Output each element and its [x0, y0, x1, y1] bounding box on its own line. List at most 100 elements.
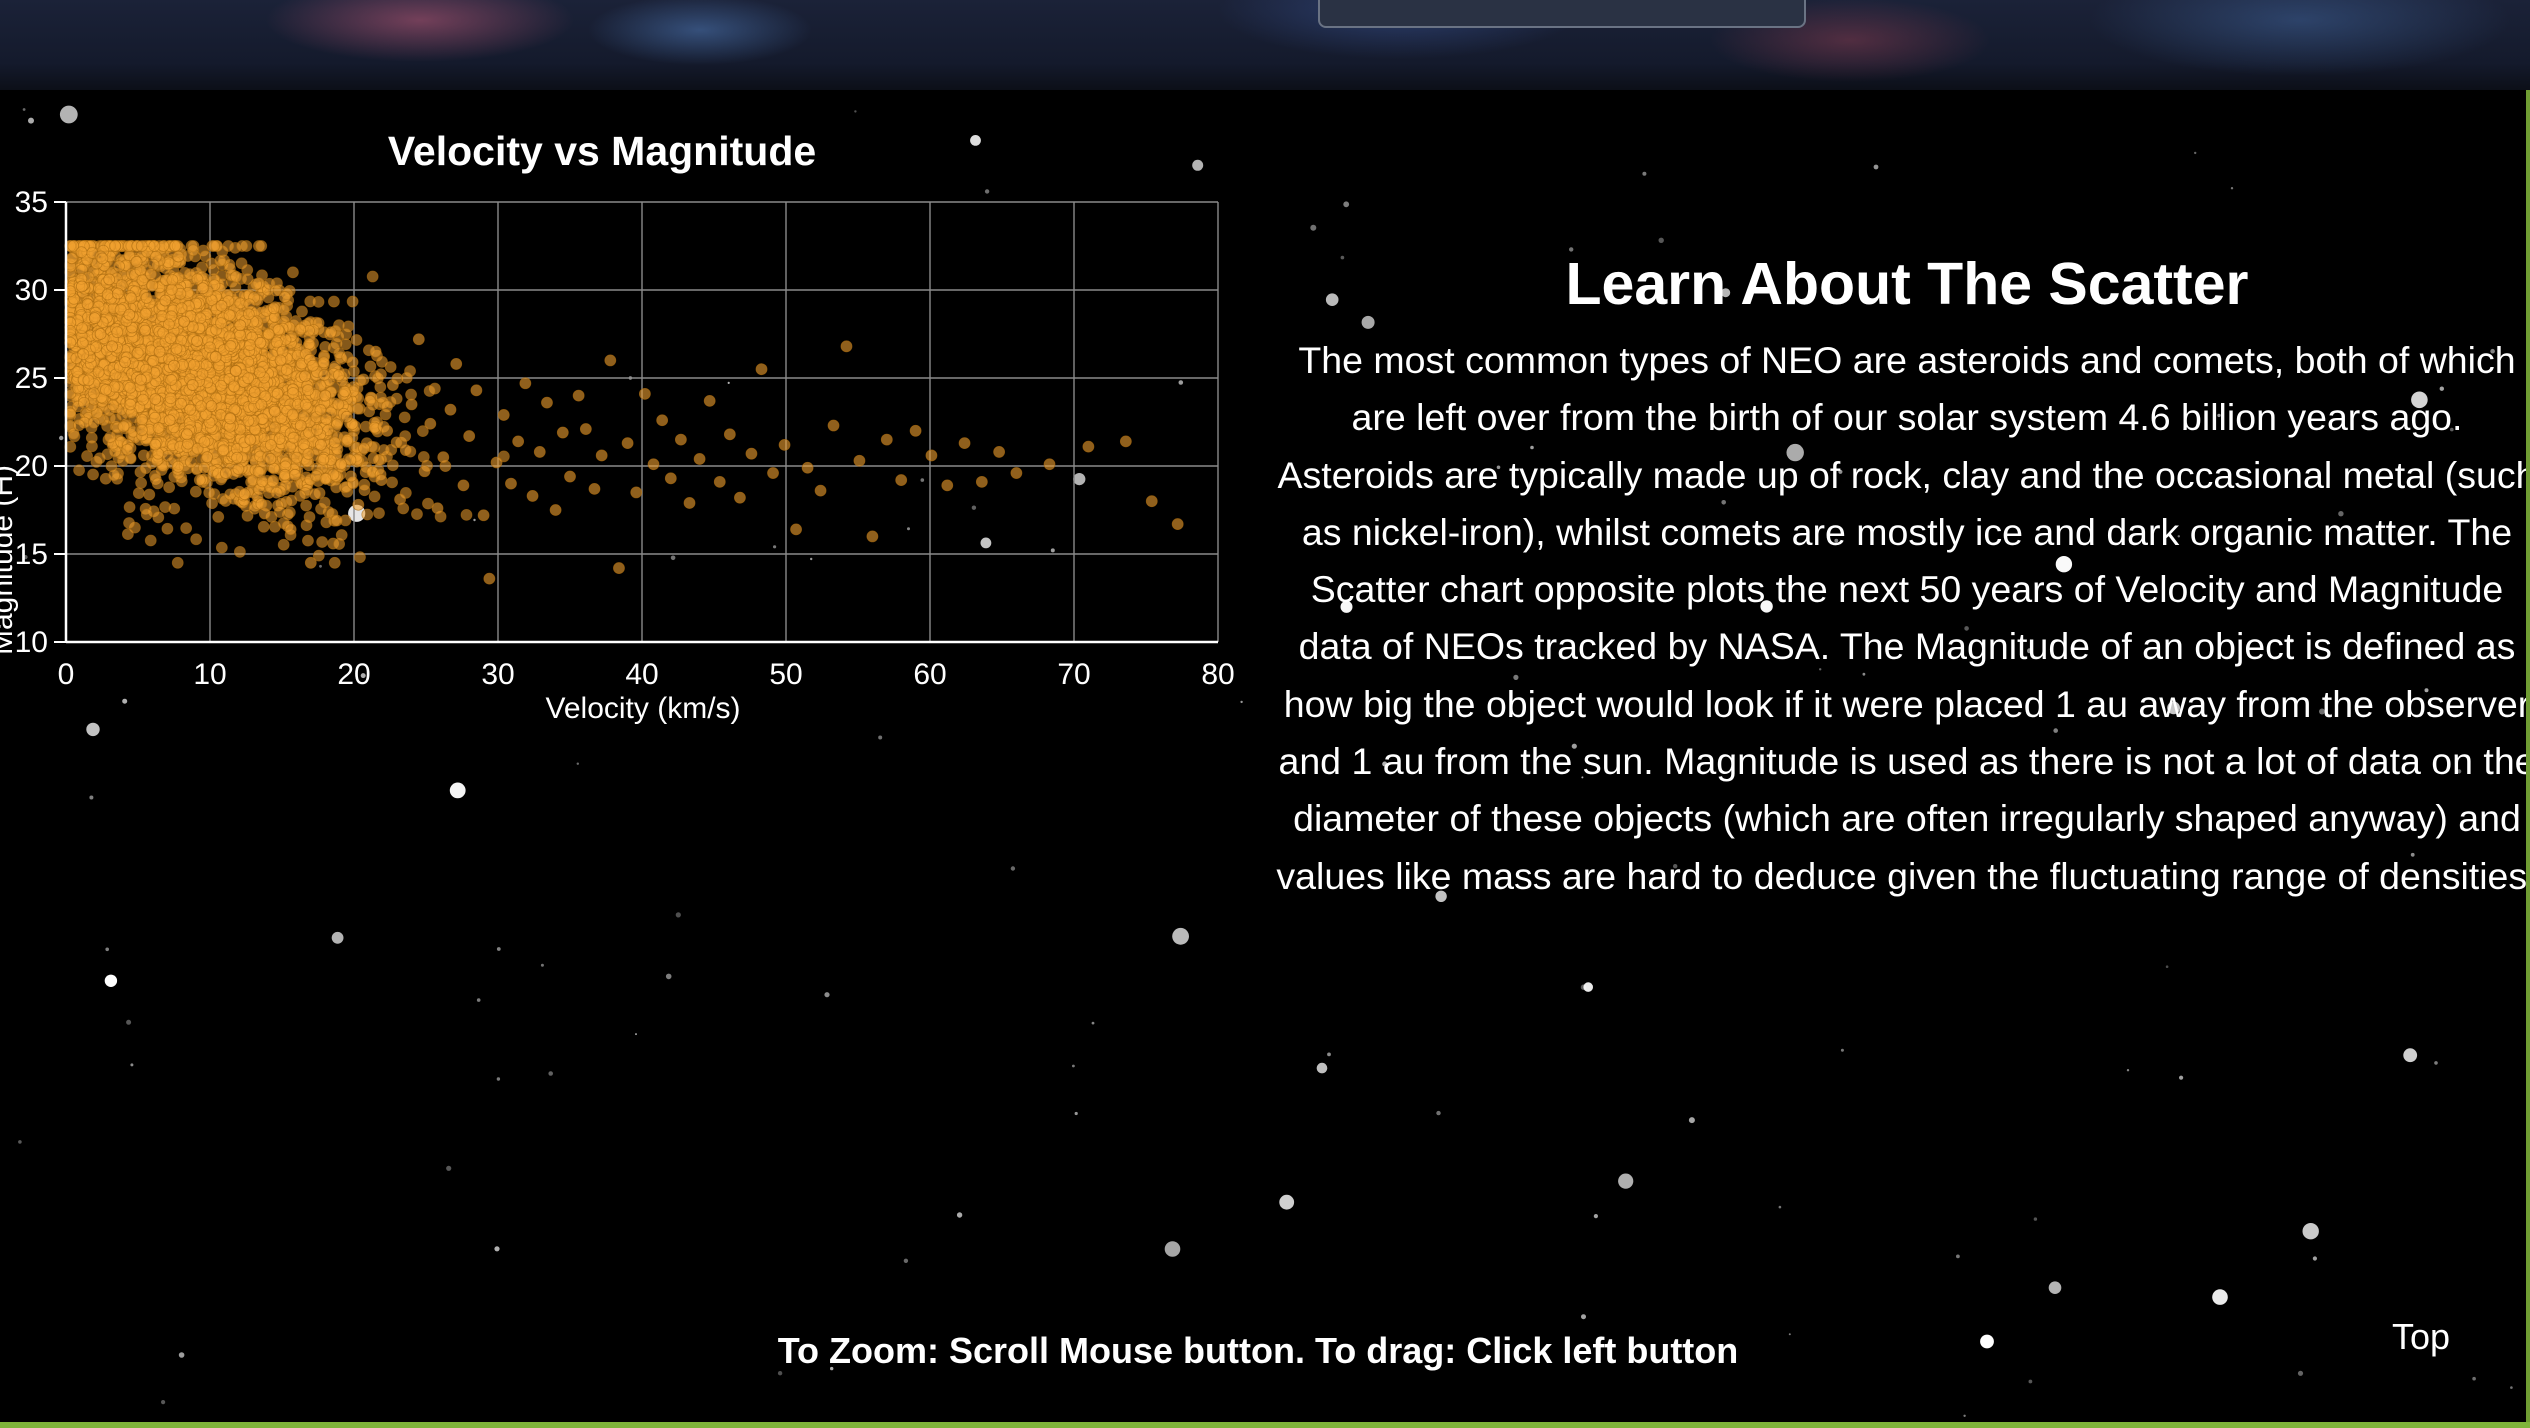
data-point [745, 447, 758, 460]
star [1436, 1110, 1441, 1116]
cluster-point [243, 298, 256, 311]
star [2217, 413, 2221, 418]
cluster-point [224, 262, 236, 275]
data-point [375, 474, 388, 486]
star [1571, 743, 1577, 749]
cluster-point [137, 393, 149, 406]
data-point [450, 358, 463, 370]
data-point [319, 389, 332, 402]
cluster-point [161, 450, 174, 462]
star [1343, 201, 1350, 208]
cluster-point [328, 295, 340, 308]
star [1642, 171, 1647, 176]
data-point [399, 444, 412, 457]
star [2319, 708, 2325, 715]
data-point [463, 430, 476, 442]
cluster-point [140, 508, 153, 521]
data-point [94, 328, 107, 340]
x-tick-label: 80 [1201, 658, 1234, 691]
star [956, 1212, 963, 1218]
cluster-point [306, 359, 319, 372]
cluster-point [363, 405, 376, 418]
cluster-point [335, 529, 348, 541]
star [1310, 224, 1317, 231]
cluster-point [300, 499, 313, 512]
star [1340, 600, 1353, 613]
cluster-point [375, 368, 387, 381]
cluster-point [316, 536, 329, 548]
cluster-point [171, 556, 184, 569]
cluster-point [73, 419, 85, 432]
y-tick-label: 10 [15, 626, 48, 659]
cluster-point [303, 338, 316, 350]
star [1658, 237, 1664, 243]
cluster-point [332, 398, 345, 411]
star [494, 1246, 500, 1252]
header-search-box[interactable] [1318, 0, 1806, 28]
data-point [778, 438, 791, 451]
cluster-point [286, 408, 299, 421]
data-point [103, 273, 116, 286]
data-point [541, 396, 553, 409]
star [984, 189, 990, 194]
star [2006, 585, 2010, 589]
cluster-point [231, 451, 243, 464]
cluster-point [135, 240, 148, 252]
data-point [925, 449, 938, 462]
cluster-point [333, 369, 345, 382]
cluster-point [405, 388, 417, 401]
star [878, 735, 883, 740]
data-point [755, 363, 768, 376]
cluster-point [267, 302, 280, 315]
star [830, 1366, 834, 1371]
cluster-point [339, 338, 352, 351]
cluster-point [374, 381, 387, 393]
cluster-point [96, 252, 109, 265]
cluster-point [207, 263, 220, 276]
data-point [767, 467, 779, 479]
cluster-point [71, 366, 84, 378]
x-tick-label: 40 [625, 658, 658, 691]
cluster-point [304, 295, 317, 308]
cluster-point [224, 340, 237, 352]
cluster-point [144, 534, 157, 547]
data-point [205, 400, 218, 413]
data-point [65, 252, 78, 265]
star [1583, 982, 1593, 992]
data-point [853, 454, 866, 467]
star [1788, 1333, 1791, 1336]
star [576, 762, 579, 765]
star [2302, 1223, 2319, 1240]
data-point [191, 335, 203, 347]
star [449, 782, 466, 799]
cluster-point [262, 328, 275, 341]
cluster-point [269, 284, 282, 297]
cluster-point [287, 431, 300, 444]
cluster-point [165, 374, 178, 386]
cluster-point [351, 402, 364, 415]
cluster-point [172, 460, 185, 473]
star [1760, 600, 1773, 613]
cluster-point [170, 342, 183, 355]
back-to-top-link[interactable]: Top [2391, 1316, 2450, 1357]
cluster-point [386, 476, 398, 489]
cluster-point [312, 549, 325, 562]
cluster-point [346, 295, 359, 308]
cluster-point [117, 420, 130, 433]
data-point [363, 394, 376, 407]
star [2212, 1289, 2228, 1305]
star [665, 973, 672, 980]
star [1980, 1334, 1994, 1349]
cluster-point [113, 260, 125, 273]
star [18, 1140, 22, 1144]
star [496, 947, 501, 951]
star [970, 135, 981, 146]
cluster-point [366, 270, 379, 283]
data-point [238, 488, 251, 501]
star [23, 555, 28, 560]
data-point [713, 475, 726, 488]
star [1050, 548, 1055, 553]
cluster-point [354, 374, 367, 387]
x-tick-label: 60 [913, 658, 946, 691]
